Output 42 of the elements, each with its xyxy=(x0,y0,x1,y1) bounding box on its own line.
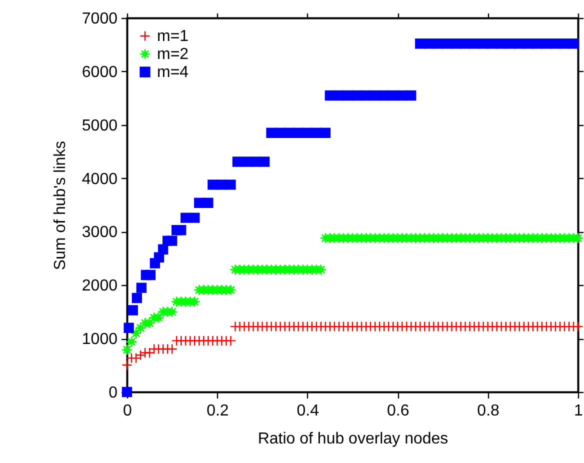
point xyxy=(275,128,286,138)
point xyxy=(241,156,252,167)
y-tick-label: 6000 xyxy=(82,64,118,81)
point xyxy=(320,128,331,138)
x-tick-label: 0 xyxy=(123,402,132,420)
point xyxy=(190,212,200,223)
y-tick-label: 2000 xyxy=(82,278,118,295)
point xyxy=(167,236,178,246)
x-axis-title: Ratio of hub overlay nodes xyxy=(258,430,448,448)
point xyxy=(568,38,579,49)
point xyxy=(145,270,156,280)
point xyxy=(132,292,142,304)
point xyxy=(203,198,214,208)
legend-label: m=2 xyxy=(157,46,189,63)
legend-label: m=4 xyxy=(157,64,189,81)
y-tick-label: 7000 xyxy=(82,10,118,28)
point xyxy=(158,244,168,254)
point xyxy=(250,156,261,167)
x-tick-label: 0.4 xyxy=(296,402,320,420)
x-tick-label: 1 xyxy=(574,402,584,420)
point xyxy=(406,90,416,101)
point xyxy=(180,212,191,223)
y-axis-title: Sum of hub's links xyxy=(52,140,69,270)
point xyxy=(496,38,506,49)
y-tick-label: 0 xyxy=(108,384,118,402)
point xyxy=(226,180,236,190)
x-tick-label: 0.2 xyxy=(206,402,229,420)
y-tick-label: 4000 xyxy=(82,170,118,188)
x-tick-label: 0.6 xyxy=(386,402,410,420)
point xyxy=(232,156,243,167)
y-tick-label: 1000 xyxy=(82,331,118,348)
point xyxy=(216,180,227,190)
point xyxy=(124,322,134,333)
y-tick-label: 3000 xyxy=(82,224,118,242)
point xyxy=(176,225,186,236)
legend-label: m=1 xyxy=(157,28,189,45)
x-tick-label: 0.8 xyxy=(477,402,500,420)
point xyxy=(128,305,138,316)
point xyxy=(136,282,147,293)
point xyxy=(208,180,218,190)
point xyxy=(259,156,270,167)
y-tick-label: 5000 xyxy=(82,117,118,134)
